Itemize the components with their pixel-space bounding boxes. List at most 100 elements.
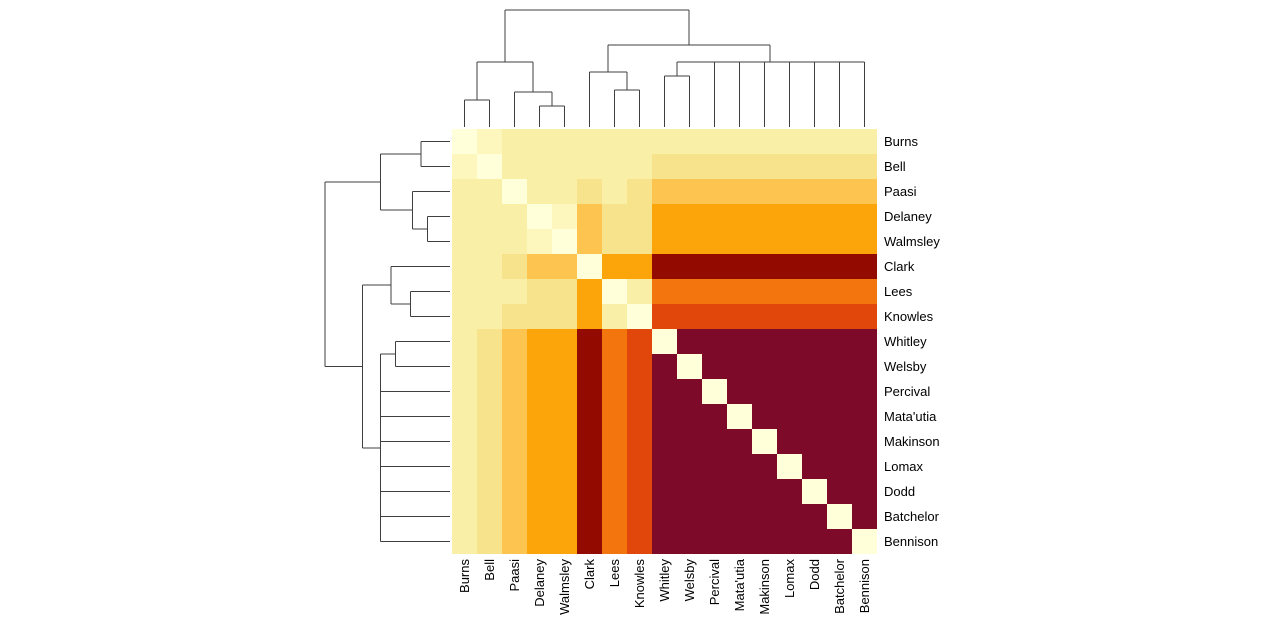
heatmap-cell (652, 179, 677, 204)
heatmap-cell (527, 129, 552, 154)
heatmap-cell (577, 129, 602, 154)
heatmap-cell (777, 404, 802, 429)
heatmap-cell (777, 329, 802, 354)
heatmap-cell (502, 329, 527, 354)
heatmap-cell (627, 504, 652, 529)
heatmap-cell (502, 404, 527, 429)
col-label: Knowles (631, 559, 647, 609)
heatmap-cell (477, 354, 502, 379)
heatmap-cell (727, 429, 752, 454)
heatmap-cell (727, 179, 752, 204)
heatmap-cell (652, 129, 677, 154)
col-label: Batchelor (831, 559, 847, 614)
heatmap-cell (602, 354, 627, 379)
heatmap-cell (852, 379, 877, 404)
heatmap-cell (502, 429, 527, 454)
heatmap-cell (777, 504, 802, 529)
heatmap-cell (552, 179, 577, 204)
heatmap-cell (802, 254, 827, 279)
heatmap-cell (602, 204, 627, 229)
heatmap-cell (527, 379, 552, 404)
heatmap-cell (777, 529, 802, 554)
heatmap-cell (652, 304, 677, 329)
heatmap-cell (827, 179, 852, 204)
heatmap-cell (827, 454, 852, 479)
heatmap-cell (727, 304, 752, 329)
heatmap-cell (702, 279, 727, 304)
heatmap-cell (727, 404, 752, 429)
heatmap-cell (502, 529, 527, 554)
heatmap-cell (552, 529, 577, 554)
heatmap-cell (752, 379, 777, 404)
heatmap-cell (527, 354, 552, 379)
heatmap-cell (752, 479, 777, 504)
heatmap-cell (727, 354, 752, 379)
heatmap-cell (727, 129, 752, 154)
row-label: Clark (884, 258, 915, 274)
heatmap-cell (627, 254, 652, 279)
heatmap-cell (477, 379, 502, 404)
heatmap-cell (752, 279, 777, 304)
heatmap-cell (677, 454, 702, 479)
row-label: Batchelor (884, 508, 939, 524)
heatmap-cell (502, 354, 527, 379)
heatmap-cell (577, 229, 602, 254)
heatmap-cell (852, 304, 877, 329)
heatmap-cell (677, 229, 702, 254)
row-label: Makinson (884, 433, 940, 449)
heatmap-cell (827, 504, 852, 529)
heatmap-cell (752, 329, 777, 354)
heatmap-cell (502, 179, 527, 204)
heatmap-cell (802, 279, 827, 304)
heatmap-cell (602, 129, 627, 154)
heatmap-cell (677, 479, 702, 504)
heatmap-cell (727, 504, 752, 529)
heatmap-cell (852, 404, 877, 429)
heatmap-cell (527, 404, 552, 429)
col-label: Percival (706, 559, 722, 606)
heatmap-cell (552, 154, 577, 179)
heatmap-cell (552, 279, 577, 304)
heatmap-cell (752, 529, 777, 554)
heatmap-cell (652, 279, 677, 304)
heatmap-cell (652, 404, 677, 429)
row-label: Whitley (884, 333, 927, 349)
heatmap-cell (602, 379, 627, 404)
heatmap-cell (652, 429, 677, 454)
row-label: Knowles (884, 308, 934, 324)
heatmap-cell (552, 304, 577, 329)
heatmap-cell (802, 479, 827, 504)
heatmap-cell (777, 454, 802, 479)
heatmap-cell (802, 504, 827, 529)
heatmap-cell (802, 404, 827, 429)
heatmap-cell (627, 429, 652, 454)
heatmap-cell (502, 154, 527, 179)
heatmap-cell (502, 129, 527, 154)
heatmap-cell (602, 229, 627, 254)
heatmap-cell (652, 504, 677, 529)
heatmap-cell (602, 404, 627, 429)
heatmap-cell (477, 404, 502, 429)
heatmap-cell (677, 329, 702, 354)
heatmap-cell (777, 129, 802, 154)
heatmap-grid (452, 129, 877, 554)
col-label: Mata'utia (731, 559, 747, 612)
heatmap-cell (452, 179, 477, 204)
heatmap-cell (477, 504, 502, 529)
heatmap-cell (827, 279, 852, 304)
heatmap-cell (702, 454, 727, 479)
heatmap-cell (727, 479, 752, 504)
heatmap-cell (502, 204, 527, 229)
heatmap-cell (627, 154, 652, 179)
heatmap-cell (677, 529, 702, 554)
heatmap-cell (677, 129, 702, 154)
heatmap-cell (577, 429, 602, 454)
heatmap-cell (752, 304, 777, 329)
heatmap-cell (627, 179, 652, 204)
heatmap-cell (727, 454, 752, 479)
col-label: Welsby (681, 559, 697, 602)
heatmap-cell (577, 354, 602, 379)
heatmap-cell (677, 304, 702, 329)
heatmap-cell (502, 229, 527, 254)
